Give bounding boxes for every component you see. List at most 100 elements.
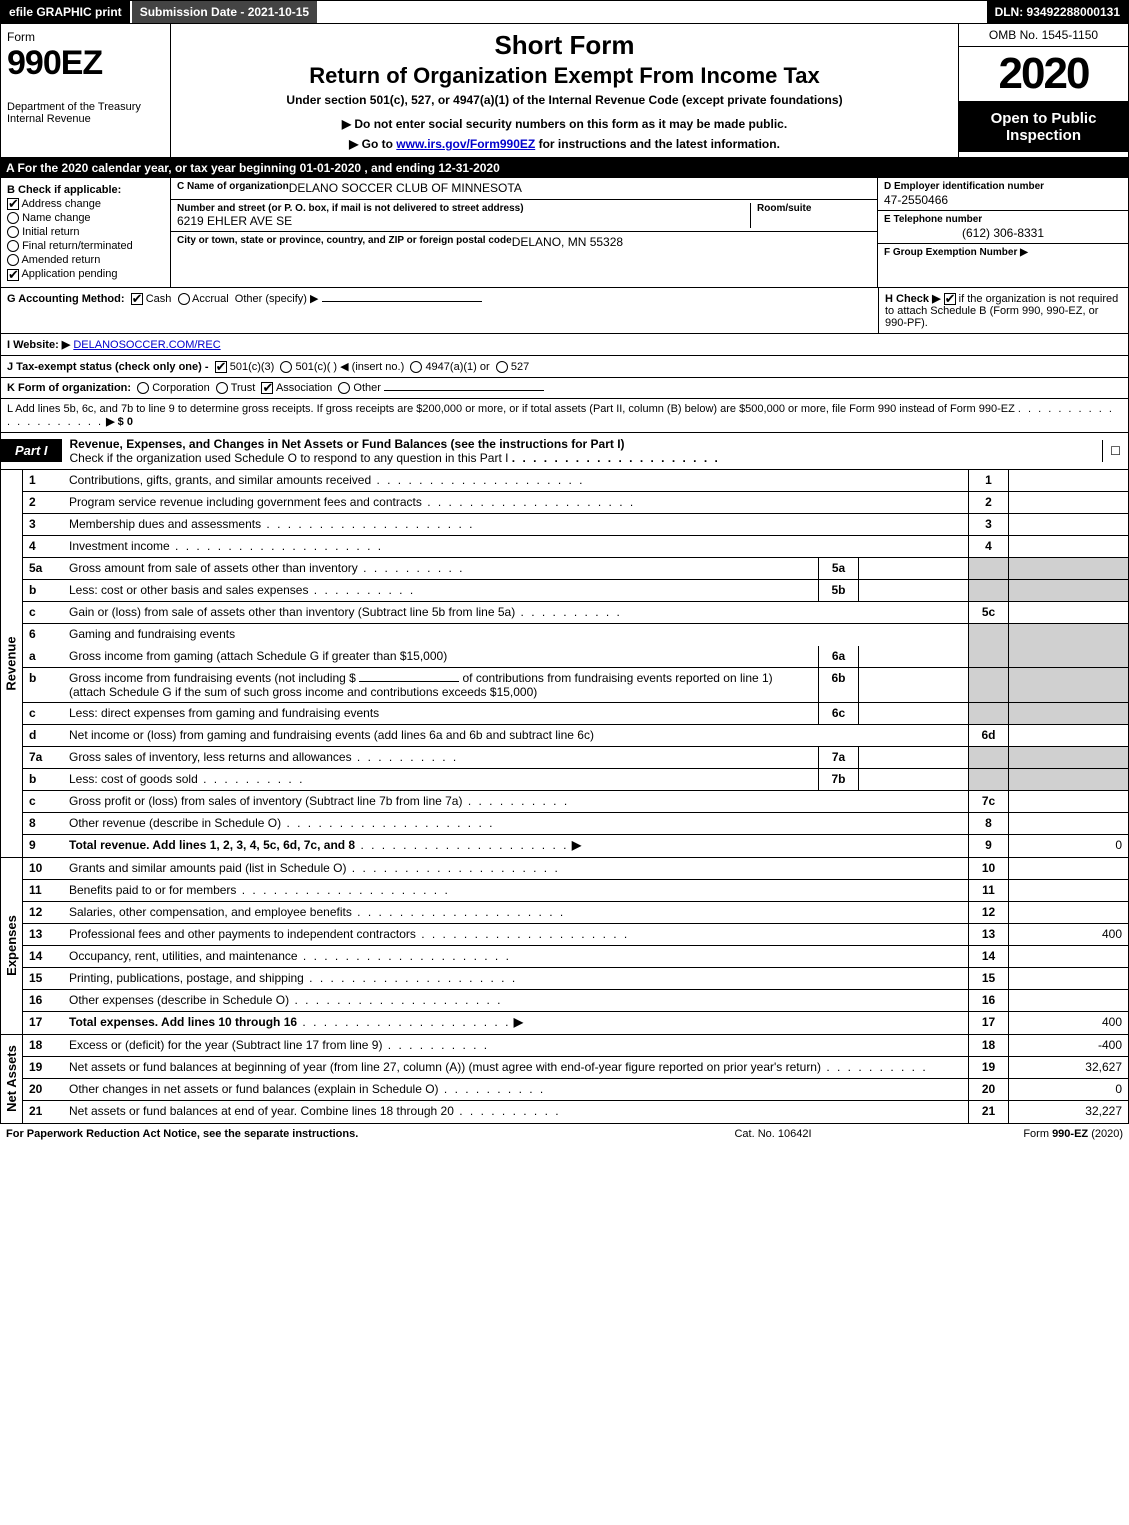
arrow-icon: ▶	[572, 838, 581, 852]
ln5c-lnum: 5c	[968, 602, 1008, 623]
ln21-lnum: 21	[968, 1101, 1008, 1123]
check-amended-return[interactable]	[7, 254, 19, 266]
ln3-lnum: 3	[968, 514, 1008, 535]
check-4947[interactable]	[410, 361, 422, 373]
check-address-change[interactable]	[7, 198, 19, 210]
check-501c3[interactable]	[215, 361, 227, 373]
check-association[interactable]	[261, 382, 273, 394]
dots	[512, 451, 720, 465]
ln5c-num: c	[23, 602, 63, 623]
ln10-lnum: 10	[968, 858, 1008, 879]
ln14-lnum: 14	[968, 946, 1008, 967]
label-name-change: Name change	[22, 212, 91, 224]
dots	[355, 838, 568, 852]
check-501c[interactable]	[280, 361, 292, 373]
footer-catno: Cat. No. 10642I	[623, 1128, 923, 1140]
ln4-val	[1008, 536, 1128, 557]
label-address-change: Address change	[21, 198, 101, 210]
check-application-pending[interactable]	[7, 269, 19, 281]
ln16-num: 16	[23, 990, 63, 1011]
ln2-num: 2	[23, 492, 63, 513]
ln16-desc: Other expenses (describe in Schedule O)	[63, 990, 968, 1011]
check-other-org[interactable]	[338, 382, 350, 394]
part-i-checkbox[interactable]: ☐	[1102, 440, 1128, 462]
expenses-sidelabel-text: Expenses	[4, 915, 19, 976]
check-527[interactable]	[496, 361, 508, 373]
line-l-text: L Add lines 5b, 6c, and 7b to line 9 to …	[7, 403, 1015, 415]
ln5b-sub: 5b	[818, 580, 858, 601]
ln6d-lnum: 6d	[968, 725, 1008, 746]
ln12-lnum: 12	[968, 902, 1008, 923]
ln7c-num: c	[23, 791, 63, 812]
ln16-lnum: 16	[968, 990, 1008, 1011]
website-link[interactable]: DELANOSOCCER.COM/REC	[73, 339, 220, 351]
ln7c-lnum: 7c	[968, 791, 1008, 812]
ln5a-grey	[968, 558, 1008, 579]
department-label: Department of the Treasury Internal Reve…	[7, 101, 164, 125]
check-name-change[interactable]	[7, 212, 19, 224]
ln9-desc: Total revenue. Add lines 1, 2, 3, 4, 5c,…	[63, 835, 968, 857]
check-initial-return[interactable]	[7, 226, 19, 238]
ln5b-desc: Less: cost or other basis and sales expe…	[63, 580, 818, 601]
privacy-note: ▶ Do not enter social security numbers o…	[181, 117, 948, 131]
form-word: Form	[7, 30, 164, 44]
ln6c-greyval	[1008, 703, 1128, 724]
check-corporation[interactable]	[137, 382, 149, 394]
ln4-desc: Investment income	[63, 536, 968, 557]
other-org-input[interactable]	[384, 390, 544, 391]
ln11-lnum: 11	[968, 880, 1008, 901]
ln6b-num: b	[23, 668, 63, 702]
check-accrual[interactable]	[178, 293, 190, 305]
col-b-header: B Check if applicable:	[7, 184, 164, 196]
footer-right-suffix: (2020)	[1088, 1128, 1123, 1140]
ln13-val: 400	[1008, 924, 1128, 945]
ln5b-num: b	[23, 580, 63, 601]
part-i-tag: Part I	[1, 439, 62, 462]
ln21-num: 21	[23, 1101, 63, 1123]
ln6a-grey	[968, 646, 1008, 667]
label-accrual: Accrual	[192, 293, 229, 305]
ln8-val	[1008, 813, 1128, 834]
ln6a-sub: 6a	[818, 646, 858, 667]
line-k: K Form of organization: Corporation Trus…	[0, 378, 1129, 399]
note2-prefix: ▶ Go to	[349, 137, 396, 151]
ln7a-sub: 7a	[818, 747, 858, 768]
ln20-num: 20	[23, 1079, 63, 1100]
label-4947: 4947(a)(1) or	[425, 361, 489, 373]
ln4-lnum: 4	[968, 536, 1008, 557]
netassets-sidelabel: Net Assets	[1, 1035, 23, 1123]
check-trust[interactable]	[216, 382, 228, 394]
footer-left: For Paperwork Reduction Act Notice, see …	[6, 1128, 623, 1140]
arrow-icon: ▶	[514, 1015, 523, 1029]
ln7b-greyval	[1008, 769, 1128, 790]
ln17-desc: Total expenses. Add lines 10 through 16 …	[63, 1012, 968, 1034]
ln20-lnum: 20	[968, 1079, 1008, 1100]
ln5c-desc: Gain or (loss) from sale of assets other…	[63, 602, 968, 623]
check-cash[interactable]	[131, 293, 143, 305]
check-schedule-b[interactable]	[944, 293, 956, 305]
ln7b-sub: 7b	[818, 769, 858, 790]
ln9-desc-text: Total revenue. Add lines 1, 2, 3, 4, 5c,…	[69, 838, 355, 852]
ln5a-num: 5a	[23, 558, 63, 579]
check-final-return[interactable]	[7, 240, 19, 252]
form-header: Form 990EZ Department of the Treasury In…	[0, 24, 1129, 158]
ln1-lnum: 1	[968, 470, 1008, 491]
label-501c3: 501(c)(3)	[230, 361, 275, 373]
ln5b-subval	[858, 580, 968, 601]
irs-link[interactable]: www.irs.gov/Form990EZ	[396, 137, 535, 151]
other-specify-input[interactable]	[322, 301, 482, 302]
ln6b-desc1: Gross income from fundraising events (no…	[69, 671, 356, 685]
ln15-num: 15	[23, 968, 63, 989]
omb-number: OMB No. 1545-1150	[959, 24, 1128, 47]
ln6b-amount-input[interactable]	[359, 681, 459, 682]
label-other: Other (specify) ▶	[235, 293, 319, 305]
label-association: Association	[276, 382, 332, 394]
ln7c-desc: Gross profit or (loss) from sales of inv…	[63, 791, 968, 812]
ln1-val	[1008, 470, 1128, 491]
ln6c-grey	[968, 703, 1008, 724]
ln6d-val	[1008, 725, 1128, 746]
ln21-desc: Net assets or fund balances at end of ye…	[63, 1101, 968, 1123]
line-i: I Website: ▶ DELANOSOCCER.COM/REC	[1, 334, 1128, 355]
expenses-sidelabel: Expenses	[1, 858, 23, 1034]
form-title-2: Return of Organization Exempt From Incom…	[181, 63, 948, 89]
